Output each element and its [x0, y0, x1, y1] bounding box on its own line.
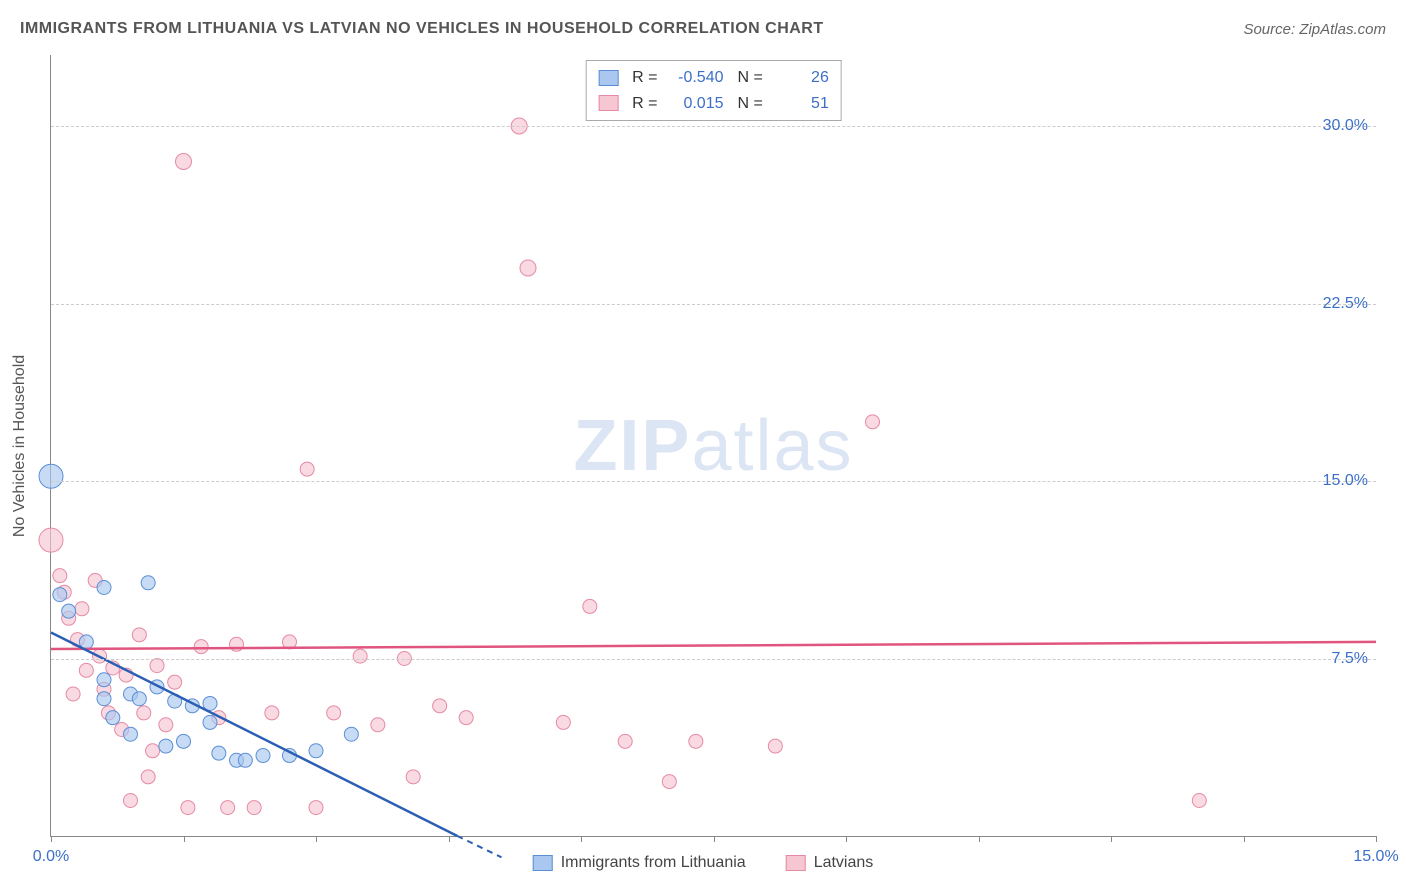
- ytick-label: 7.5%: [1332, 650, 1368, 668]
- ytick-label: 15.0%: [1323, 472, 1368, 490]
- source-attribution: Source: ZipAtlas.com: [1243, 21, 1386, 38]
- legend-label-pink: Latvians: [814, 854, 874, 872]
- gridline: [51, 481, 1376, 482]
- xtick: [581, 836, 582, 842]
- y-axis-label: No Vehicles in Household: [11, 355, 29, 537]
- xtick: [846, 836, 847, 842]
- xtick: [184, 836, 185, 842]
- swatch-pink-icon: [786, 855, 806, 871]
- xtick: [1111, 836, 1112, 842]
- legend-item-blue: Immigrants from Lithuania: [533, 854, 746, 872]
- ytick-label: 22.5%: [1323, 295, 1368, 313]
- legend-label-blue: Immigrants from Lithuania: [561, 854, 746, 872]
- xtick: [316, 836, 317, 842]
- gridline: [51, 659, 1376, 660]
- xtick: [1244, 836, 1245, 842]
- xtick: [51, 836, 52, 842]
- xtick: [1376, 836, 1377, 842]
- gridline: [51, 304, 1376, 305]
- ytick-label: 30.0%: [1323, 117, 1368, 135]
- legend-item-pink: Latvians: [786, 854, 874, 872]
- scatter-svg: [51, 55, 1376, 836]
- chart-title: IMMIGRANTS FROM LITHUANIA VS LATVIAN NO …: [20, 20, 824, 38]
- xtick: [449, 836, 450, 842]
- series-legend: Immigrants from Lithuania Latvians: [533, 854, 874, 872]
- gridline: [51, 126, 1376, 127]
- chart-plot-area: ZIPatlas R = -0.540 N = 26 R = 0.015 N =…: [50, 55, 1376, 837]
- title-bar: IMMIGRANTS FROM LITHUANIA VS LATVIAN NO …: [20, 20, 1386, 38]
- xtick: [714, 836, 715, 842]
- xtick-label: 0.0%: [33, 848, 69, 866]
- xtick-label: 15.0%: [1353, 848, 1398, 866]
- xtick: [979, 836, 980, 842]
- swatch-blue-icon: [533, 855, 553, 871]
